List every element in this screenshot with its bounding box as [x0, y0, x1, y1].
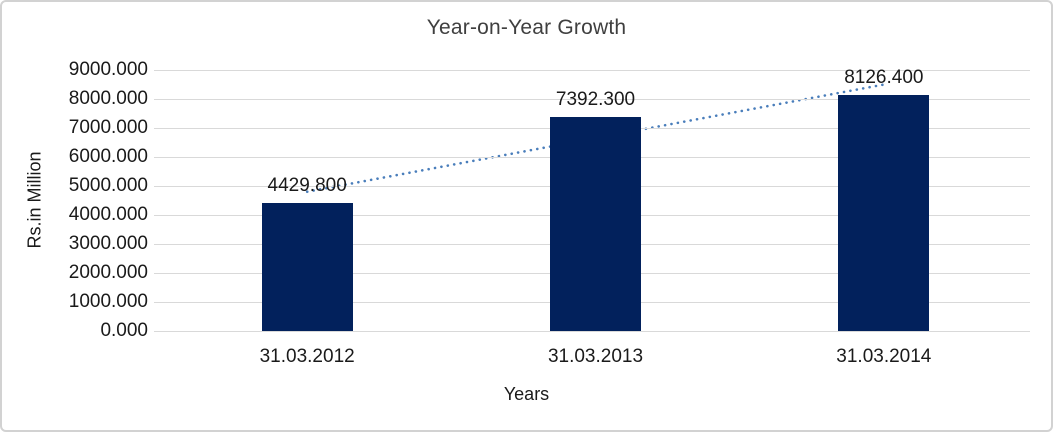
y-tick-label: 7000.000: [68, 117, 148, 138]
h-gridline: [154, 331, 1030, 332]
x-tick-label: 31.03.2014: [836, 346, 932, 367]
x-tick-label: 31.03.2012: [259, 346, 355, 367]
bar-31.03.2014: [838, 95, 930, 331]
chart-title: Year-on-Year Growth: [426, 16, 627, 39]
y-tick-label: 3000.000: [68, 233, 148, 254]
y-tick-label: 4000.000: [68, 204, 148, 225]
bar-data-label: 4429.800: [267, 174, 347, 196]
y-tick-label: 8000.000: [68, 88, 148, 109]
x-axis-title: Years: [503, 384, 550, 404]
y-tick-label: 9000.000: [68, 59, 148, 80]
y-tick-label: 1000.000: [68, 291, 148, 312]
y-tick-label: 6000.000: [68, 146, 148, 167]
y-tick-label: 0.000: [100, 320, 148, 341]
y-tick-label: 2000.000: [68, 262, 148, 283]
bar-31.03.2013: [550, 116, 641, 331]
h-gridline: [154, 99, 1030, 100]
bar-data-label: 7392.300: [555, 88, 636, 110]
bar-31.03.2012: [261, 202, 353, 331]
x-tick-label: 31.03.2013: [547, 346, 644, 367]
y-tick-label: 5000.000: [68, 175, 148, 196]
h-gridline: [154, 70, 1030, 71]
y-axis-title: Rs.in Million: [24, 151, 45, 249]
bar-data-label: 8126.400: [844, 67, 924, 89]
